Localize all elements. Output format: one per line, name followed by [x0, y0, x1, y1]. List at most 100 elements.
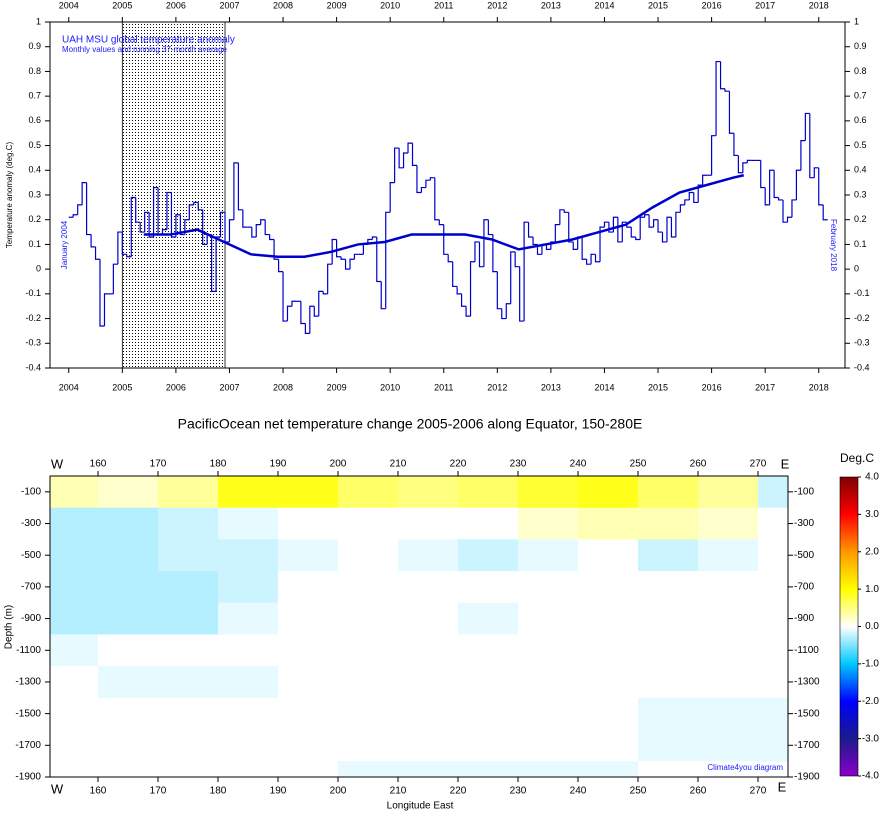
monthly-step: [90, 234, 96, 248]
monthly-step: [822, 204, 828, 221]
x-tick-label: 160: [90, 786, 107, 797]
monthly-step: [94, 246, 100, 260]
x-tick-label-top: 2017: [755, 0, 775, 10]
x-tick-label: 2018: [809, 382, 829, 392]
monthly-step: [586, 259, 592, 265]
heatmap-cell: [398, 571, 459, 604]
monthly-step: [764, 187, 770, 206]
monthly-step: [804, 112, 810, 141]
heatmap-cell: [758, 697, 788, 730]
heatmap-cell: [458, 476, 519, 509]
monthly-step: [697, 184, 703, 203]
heatmap-cell: [758, 761, 788, 777]
y-tick-label: -1500: [15, 708, 41, 719]
monthly-step: [130, 196, 136, 257]
monthly-step: [380, 281, 386, 310]
monthly-step: [99, 259, 105, 327]
heatmap-cell: [458, 666, 519, 699]
monthly-step: [103, 293, 109, 326]
monthly-step: [197, 202, 203, 211]
heatmap-cell: [158, 539, 219, 572]
monthly-step: [608, 222, 614, 233]
heatmap-cell: [698, 634, 759, 667]
x-tick-label-top: 160: [90, 459, 107, 470]
chart-title: PacificOcean net temperature change 2005…: [178, 416, 643, 432]
monthly-step: [563, 209, 569, 213]
heatmap-cell: [338, 697, 399, 730]
heatmap-cell: [698, 602, 759, 635]
monthly-step: [639, 216, 645, 240]
heatmap-cell: [98, 507, 159, 540]
heatmap-cell: [338, 507, 399, 540]
monthly-step: [188, 204, 194, 220]
x-tick-label-top: 190: [270, 459, 287, 470]
monthly-step: [572, 241, 578, 250]
y-tick-label: -500: [21, 550, 41, 561]
monthly-step: [769, 169, 775, 205]
west-label-top: W: [51, 456, 64, 471]
monthly-step: [728, 91, 734, 134]
x-axis-label: Longitude East: [387, 801, 454, 812]
x-tick-label-top: 2005: [112, 0, 132, 10]
x-tick-label-top: 2009: [327, 0, 347, 10]
monthly-step: [510, 251, 516, 304]
y-tick-label: -0.2: [25, 313, 41, 323]
y-tick-label: -1300: [15, 677, 41, 688]
colorbar-tick-label: -3.0: [862, 733, 880, 744]
monthly-step: [648, 214, 654, 228]
monthly-step: [630, 227, 636, 238]
monthly-step: [519, 266, 525, 322]
heatmap-cell: [278, 507, 339, 540]
heatmap-cell: [338, 729, 399, 762]
x-tick-label: 170: [150, 786, 167, 797]
y-tick-label: 0.9: [28, 41, 41, 51]
y-tick-label-right: -300: [794, 518, 814, 529]
monthly-step: [635, 237, 641, 241]
heatmap-cell: [338, 634, 399, 667]
monthly-step: [211, 234, 217, 292]
y-tick-label: -900: [21, 613, 41, 624]
monthly-step: [277, 259, 284, 273]
heatmap-cell: [158, 697, 219, 730]
x-tick-label-top: 2018: [809, 0, 829, 10]
y-tick-label-right: 0.5: [854, 140, 867, 150]
colorbar-tick-label: -2.0: [862, 696, 880, 707]
x-tick-label: 270: [750, 786, 767, 797]
monthly-step: [398, 148, 404, 169]
monthly-step: [661, 232, 667, 243]
end-label: February 2018: [829, 219, 838, 272]
y-tick-label: -300: [21, 518, 41, 529]
heatmap-cell: [758, 729, 788, 762]
monthly-step: [527, 222, 534, 238]
y-tick-label-right: -0.1: [854, 288, 870, 298]
monthly-step: [219, 211, 226, 238]
y-tick-label-right: 0.1: [854, 239, 867, 249]
monthly-step: [336, 239, 342, 258]
heatmap-cell: [578, 634, 639, 667]
heatmap-cell: [578, 761, 639, 777]
heatmap-cell: [98, 539, 159, 572]
x-tick-label: 180: [210, 786, 227, 797]
y-tick-label-right: -1300: [794, 677, 820, 688]
x-tick-label-top: 2007: [219, 0, 239, 10]
monthly-step: [496, 271, 502, 310]
monthly-step: [702, 174, 708, 186]
monthly-step: [795, 169, 801, 200]
heatmap-cell: [758, 539, 788, 572]
x-tick-label-top: 260: [690, 459, 707, 470]
y-tick-label: 0.1: [28, 239, 41, 249]
monthly-step: [152, 186, 159, 238]
heatmap-cell: [98, 571, 159, 604]
x-tick-label: 2004: [59, 382, 79, 392]
monthly-step: [371, 236, 377, 240]
monthly-step: [536, 244, 542, 255]
heatmap-cell: [578, 602, 639, 635]
x-tick-label: 230: [510, 786, 527, 797]
heatmap-cell: [458, 602, 519, 635]
y-tick-label: -1700: [15, 740, 41, 751]
monthly-step: [568, 212, 574, 243]
colorbar-tick-label: 0.0: [865, 621, 879, 632]
colorbar-tick-label: 4.0: [865, 472, 879, 483]
monthly-step: [483, 219, 489, 267]
